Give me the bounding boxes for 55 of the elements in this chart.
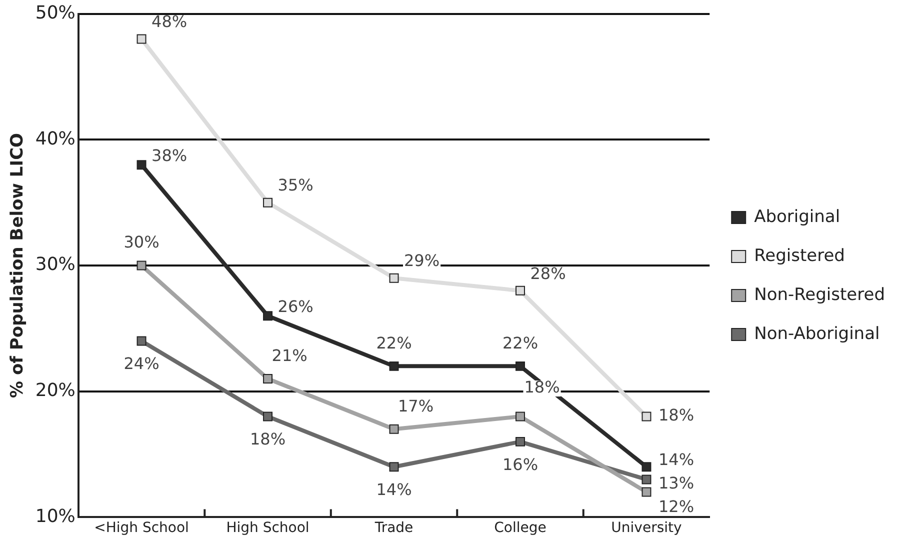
data-label: 48% [152, 12, 188, 32]
data-label: 21% [272, 346, 308, 365]
data-label: 13% [658, 474, 694, 493]
point [389, 424, 399, 434]
data-label: 14% [658, 450, 694, 470]
point [642, 474, 652, 484]
point [642, 487, 652, 497]
data-label: 12% [658, 497, 694, 516]
y-tick-label: 10% [35, 506, 76, 527]
point [136, 260, 146, 270]
point [263, 374, 273, 384]
data-label: 24% [124, 354, 160, 374]
data-label: 22% [376, 333, 412, 352]
point [136, 160, 146, 170]
x-tick-label: University [611, 520, 682, 536]
data-label: 18% [250, 430, 286, 449]
legend-label: Registered [754, 246, 845, 266]
data-label: 35% [278, 176, 314, 195]
data-label: 30% [124, 232, 160, 252]
x-tick-label: Trade [374, 520, 414, 536]
point [263, 198, 273, 208]
point [642, 412, 652, 422]
x-tick-label: College [494, 520, 546, 536]
data-label: 22% [502, 333, 538, 352]
y-tick-label: 40% [35, 128, 76, 150]
point [389, 462, 399, 472]
point [516, 286, 525, 296]
point [263, 311, 273, 321]
data-label: 16% [502, 454, 538, 474]
data-label: 26% [278, 296, 314, 316]
point [263, 412, 273, 422]
point [516, 361, 525, 371]
x-tick-label: High School [226, 520, 310, 536]
legend-label: Aboriginal [754, 206, 840, 227]
point [642, 462, 652, 472]
data-label: 38% [152, 146, 188, 165]
x-tick-label: <High School [94, 520, 189, 536]
y-axis-title: % of Population Below LICO [8, 132, 28, 398]
point [136, 336, 146, 346]
point [389, 273, 399, 283]
point [136, 34, 146, 44]
data-label: 17% [398, 396, 434, 416]
point [389, 361, 399, 371]
point [516, 412, 525, 422]
y-tick-label: 20% [35, 380, 76, 402]
data-label: 14% [376, 480, 412, 500]
data-label: 18% [524, 378, 560, 397]
y-tick-label: 50% [35, 2, 76, 24]
legend-label: Non-Registered [754, 284, 886, 305]
point [516, 436, 525, 446]
data-label: 29% [404, 251, 440, 270]
data-label: 28% [530, 264, 566, 283]
data-label: 18% [658, 406, 694, 425]
legend-label: Non-Aboriginal [754, 324, 880, 344]
y-tick-label: 30% [35, 254, 76, 276]
